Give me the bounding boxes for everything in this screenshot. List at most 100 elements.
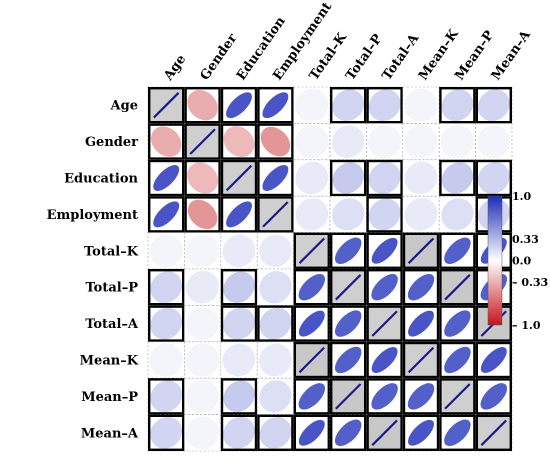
significance-border <box>147 305 185 342</box>
significance-border <box>439 86 476 124</box>
significance-border <box>257 305 294 342</box>
ellipse-mark <box>444 346 471 374</box>
ellipse-mark <box>368 89 401 122</box>
ellipse-mark <box>298 310 325 337</box>
ellipse-mark <box>407 273 435 301</box>
significance-border <box>330 341 367 379</box>
diagonal-line-mark <box>444 274 471 301</box>
ellipse-mark <box>222 343 256 377</box>
significance-border <box>293 269 330 306</box>
ellipse-mark <box>259 380 292 413</box>
row-label-education: Education <box>64 172 138 187</box>
diagonal-line-mark <box>371 419 398 446</box>
significance-border <box>257 123 294 160</box>
colorbar-gradient <box>487 195 503 326</box>
ellipse-mark <box>259 343 292 377</box>
diagonal-line-mark <box>407 346 435 374</box>
ellipse-mark <box>441 198 474 231</box>
ellipse-mark <box>444 237 471 265</box>
ellipse-mark <box>298 383 326 410</box>
ellipse-mark <box>477 162 510 194</box>
colorbar-tick-label: – 0.33 <box>512 276 548 289</box>
ellipse-mark <box>223 416 255 449</box>
correlation-grid <box>147 86 513 452</box>
significance-border <box>330 86 367 124</box>
significance-border <box>439 341 476 379</box>
ellipse-mark <box>332 162 364 194</box>
significance-border <box>475 159 512 197</box>
significance-border <box>402 305 440 342</box>
ellipse-mark <box>298 273 326 301</box>
ellipse-mark <box>441 162 474 194</box>
colorbar-tick-label: 1.0 <box>512 190 531 203</box>
ellipse-mark <box>259 271 292 304</box>
ellipse-mark <box>259 416 292 449</box>
significance-border <box>366 86 403 124</box>
ellipse-mark <box>187 199 218 230</box>
diagonal-line-mark <box>225 164 253 192</box>
ellipse-mark <box>186 416 220 450</box>
row-label-total-k: Total–K <box>84 244 139 259</box>
significance-border <box>439 269 476 306</box>
ellipse-mark <box>331 125 365 158</box>
column-label-age: Age <box>161 52 190 84</box>
ellipse-mark <box>295 125 329 159</box>
ellipse-mark <box>150 416 183 449</box>
diagonal-line-mark <box>371 310 398 337</box>
diagonal-line-mark <box>298 346 325 374</box>
ellipse-mark <box>332 89 365 122</box>
significance-border <box>220 378 258 415</box>
significance-border <box>147 269 185 306</box>
colorbar-tick-label: 0.0 <box>512 255 531 268</box>
ellipse-mark <box>262 165 289 191</box>
ellipse-mark <box>368 198 401 231</box>
ellipse-mark <box>295 88 329 122</box>
ellipse-mark <box>150 126 182 157</box>
significance-border <box>439 232 476 270</box>
significance-border <box>402 232 440 270</box>
significance-border <box>366 232 403 270</box>
significance-border <box>330 159 367 197</box>
ellipse-mark <box>153 201 180 228</box>
diagonal-line-mark <box>335 274 362 301</box>
significance-border <box>293 305 330 342</box>
ellipse-mark <box>186 270 219 304</box>
ellipse-mark <box>149 343 183 377</box>
significance-border <box>257 159 294 197</box>
ellipse-mark <box>262 92 289 119</box>
ellipse-mark <box>404 88 438 122</box>
ellipse-mark <box>444 310 471 337</box>
ellipse-mark <box>223 380 255 413</box>
ellipse-mark <box>259 307 292 340</box>
significance-border <box>330 414 367 451</box>
diagonal-line-mark <box>407 237 435 264</box>
ellipse-mark <box>444 419 471 447</box>
significance-border <box>220 123 258 160</box>
diagonal-line-mark <box>262 201 289 228</box>
significance-border <box>220 305 258 342</box>
significance-border <box>366 269 403 306</box>
significance-border <box>366 159 403 197</box>
significance-border <box>439 378 476 415</box>
significance-border <box>475 414 512 451</box>
row-label-mean-a: Mean–A <box>81 426 139 441</box>
ellipse-mark <box>407 383 435 410</box>
significance-border <box>257 196 294 233</box>
diagonal-line-mark <box>189 128 216 155</box>
ellipse-mark <box>332 198 365 231</box>
significance-border <box>147 123 185 160</box>
ellipse-mark <box>187 162 219 194</box>
ellipse-mark <box>260 126 291 157</box>
significance-border <box>293 232 330 270</box>
significance-border <box>147 86 185 124</box>
significance-border <box>147 196 185 233</box>
ellipse-mark <box>441 89 474 122</box>
significance-border <box>293 414 330 451</box>
ellipse-mark <box>186 307 220 341</box>
significance-border <box>293 378 330 415</box>
significance-border <box>402 341 440 379</box>
row-label-mean-k: Mean–K <box>80 354 139 369</box>
ellipse-mark <box>480 347 507 373</box>
significance-border <box>184 159 221 197</box>
ellipse-mark <box>334 419 362 447</box>
